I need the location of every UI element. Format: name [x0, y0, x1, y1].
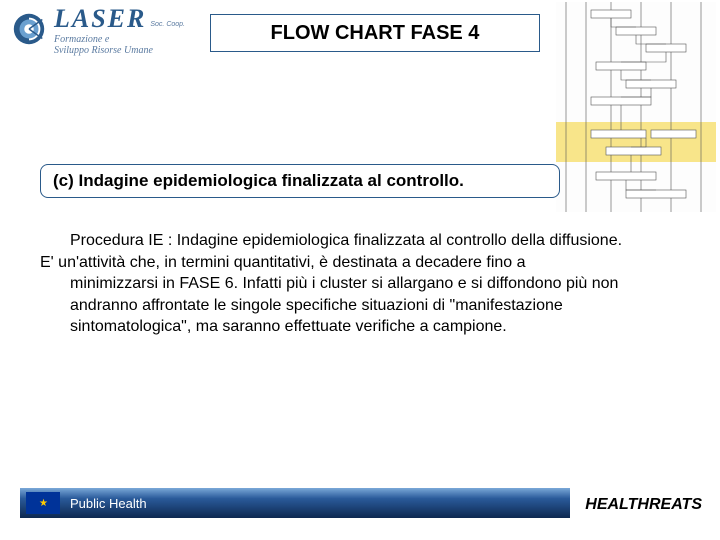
- flowchart-thumbnail: [556, 2, 716, 212]
- footer-bar: ★ Public Health: [20, 488, 570, 518]
- title-box: FLOW CHART FASE 4: [210, 14, 540, 52]
- logo-main-text: LASER: [54, 6, 146, 32]
- slide: LASER Soc. Coop. Formazione e Sviluppo R…: [0, 0, 720, 540]
- page-title: FLOW CHART FASE 4: [271, 22, 480, 45]
- section-heading: (c) Indagine epidemiologica finalizzata …: [53, 171, 464, 191]
- logo: LASER Soc. Coop. Formazione e Sviluppo R…: [10, 6, 200, 66]
- footer-brand: HEALTHREATS: [585, 496, 702, 514]
- eu-flag-icon: ★: [26, 492, 60, 514]
- body-text: Procedura IE : Indagine epidemiologica f…: [70, 230, 650, 338]
- logo-text: LASER Soc. Coop. Formazione e Sviluppo R…: [54, 6, 185, 56]
- laser-logo-icon: [10, 10, 48, 48]
- logo-tag: Soc. Coop.: [150, 21, 185, 28]
- footer: ★ Public Health HEALTHREATS: [0, 486, 720, 540]
- footer-label: Public Health: [70, 496, 147, 511]
- logo-subtitle-2: Sviluppo Risorse Umane: [54, 45, 185, 56]
- section-heading-box: (c) Indagine epidemiologica finalizzata …: [40, 164, 560, 198]
- paragraph-1: Procedura IE : Indagine epidemiologica f…: [70, 230, 650, 252]
- logo-subtitle-1: Formazione e: [54, 34, 185, 45]
- paragraph-2: E' un'attività che, in termini quantitat…: [40, 252, 650, 338]
